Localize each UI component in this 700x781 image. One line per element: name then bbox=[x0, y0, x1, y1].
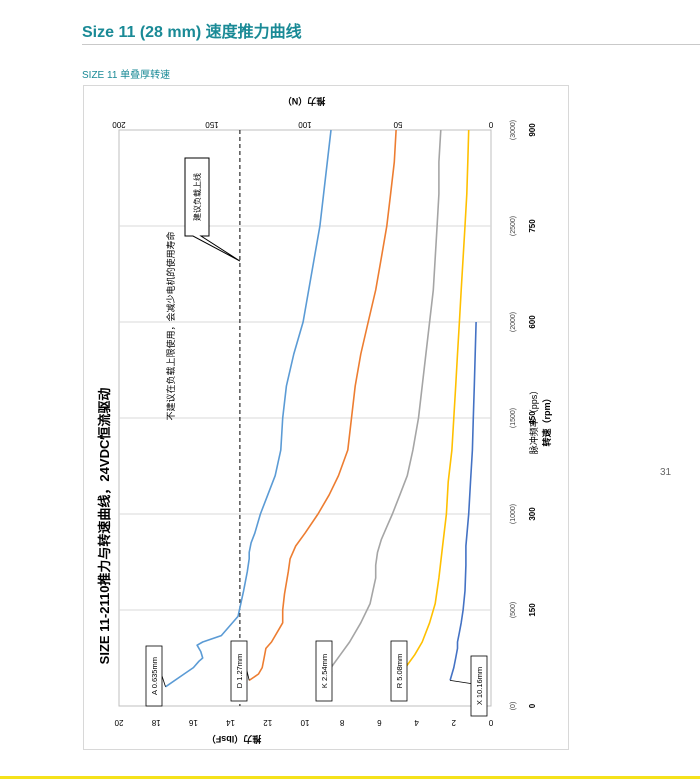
section-label: SIZE 11 单叠厚转速 bbox=[82, 70, 171, 81]
load-limit-label: 建议负载上线 bbox=[192, 173, 202, 221]
x-axis-label-rpm: 转速（rpm） bbox=[541, 393, 552, 446]
lbsf-tick-label: 18 bbox=[151, 718, 160, 727]
newton-tick-label: 200 bbox=[112, 120, 126, 129]
series-labels-layer: A 0.635mm D 1.27mm K 2.54mm R 5.08mm X 10.16… bbox=[145, 640, 488, 717]
series-callout-box bbox=[315, 640, 333, 702]
pps-tick-label: (1000) bbox=[510, 504, 517, 524]
chart-frame: 0 (0) 150 (500) 300 (1000) 450 (1500) 600 (2000) 7… bbox=[83, 85, 569, 750]
lbsf-tick-label: 10 bbox=[300, 718, 309, 727]
series-callout-box bbox=[230, 640, 248, 702]
series-line-a bbox=[165, 129, 332, 688]
lbsf-tick-label: 6 bbox=[377, 718, 382, 727]
lbsf-tick-label: 20 bbox=[114, 718, 123, 727]
rpm-tick-label: 750 bbox=[528, 219, 537, 233]
rpm-tick-label: 900 bbox=[528, 123, 537, 137]
lbsf-tick-label: 0 bbox=[488, 718, 493, 727]
lbsf-tick-label: 12 bbox=[263, 718, 272, 727]
pps-tick-label: (2500) bbox=[510, 216, 517, 236]
page-title: Size 11 (28 mm) 速度推力曲线 bbox=[82, 24, 302, 41]
lbsf-tick-label: 4 bbox=[414, 718, 419, 727]
chart-title: SIZE 11-2110推力与转速曲线，24VDC恒流驱动 bbox=[97, 388, 112, 665]
series-label: R 5.08mm bbox=[395, 654, 404, 689]
pps-tick-label: (0) bbox=[510, 702, 517, 711]
series-label: A 0.635mm bbox=[150, 657, 159, 695]
header-divider bbox=[82, 44, 700, 45]
pps-tick-label: (3000) bbox=[510, 120, 517, 140]
x-axis-label-pps: 脉冲频率（pps） bbox=[528, 386, 539, 455]
newton-tick-label: 100 bbox=[298, 120, 312, 129]
series-callout-box bbox=[145, 645, 163, 707]
load-limit-annotation: 不建议在负载上限使用，会减少电机的使用寿命 bbox=[165, 231, 176, 420]
left-axis-label: 推力（lbsF） bbox=[207, 734, 262, 745]
footer-accent-rule bbox=[0, 776, 700, 779]
thrust-speed-chart: 0(0)150(500)300(1000)450(1500)600(2000)7… bbox=[97, 96, 552, 745]
lbsf-tick-label: 14 bbox=[226, 718, 235, 727]
series-line-d bbox=[248, 129, 397, 682]
rpm-tick-label: 300 bbox=[528, 507, 537, 521]
pps-tick-label: (500) bbox=[510, 602, 517, 618]
series-line-k bbox=[322, 129, 442, 681]
pps-tick-label: (2000) bbox=[510, 312, 517, 332]
axes-layer: 0(0)150(500)300(1000)450(1500)600(2000)7… bbox=[112, 120, 537, 727]
series-callout-pointer bbox=[161, 675, 166, 687]
rpm-tick-label: 0 bbox=[528, 703, 537, 708]
load-limit-callout bbox=[184, 157, 241, 262]
newton-tick-label: 50 bbox=[393, 120, 402, 129]
series-label: K 2.54mm bbox=[320, 654, 329, 688]
newton-tick-label: 0 bbox=[488, 120, 493, 129]
series-line-r bbox=[395, 129, 470, 681]
lbsf-tick-label: 8 bbox=[339, 718, 344, 727]
rpm-tick-label: 450 bbox=[528, 411, 537, 425]
series-label: X 10.16mm bbox=[475, 667, 484, 705]
pps-tick-label: (1500) bbox=[510, 408, 517, 428]
newton-tick-label: 150 bbox=[205, 120, 219, 129]
series-layer bbox=[165, 129, 477, 688]
series-line-x bbox=[449, 321, 477, 681]
right-axis-label: 推力（N） bbox=[283, 96, 326, 107]
lbsf-tick-label: 16 bbox=[188, 718, 197, 727]
series-callout-box bbox=[390, 640, 408, 702]
page-number: 31 bbox=[660, 467, 672, 478]
series-label: D 1.27mm bbox=[235, 654, 244, 689]
lbsf-tick-label: 2 bbox=[451, 718, 456, 727]
rpm-tick-label: 600 bbox=[528, 315, 537, 329]
series-callout-box bbox=[470, 655, 488, 717]
rpm-tick-label: 150 bbox=[528, 603, 537, 617]
